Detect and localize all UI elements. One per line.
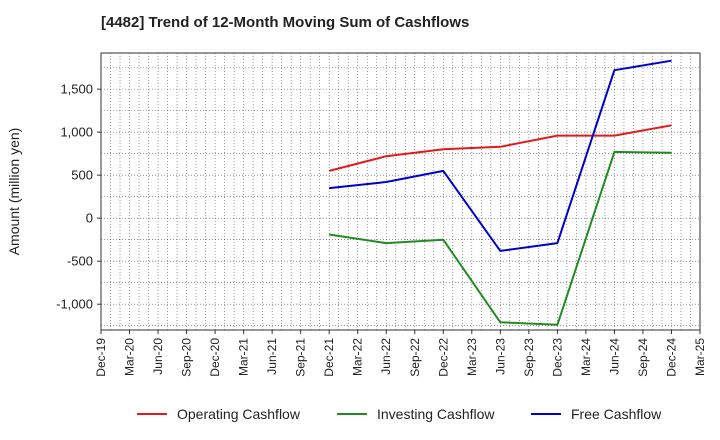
x-tick-label: Mar-25 bbox=[693, 338, 707, 376]
y-tick-label: -1,000 bbox=[56, 297, 93, 312]
x-tick-label: Jun-23 bbox=[493, 338, 507, 375]
y-axis-label: Amount (million yen) bbox=[6, 128, 22, 256]
y-tick-label: 1,000 bbox=[60, 125, 93, 140]
x-tick-label: Sep-22 bbox=[408, 338, 422, 377]
x-tick-label: Mar-24 bbox=[579, 338, 593, 376]
chart-title: [4482] Trend of 12-Month Moving Sum of C… bbox=[101, 14, 470, 31]
x-tick-label: Dec-24 bbox=[664, 338, 678, 377]
series-line-operating-cashflow bbox=[328, 124, 672, 172]
x-tick-label: Mar-23 bbox=[465, 338, 479, 376]
x-tick-label: Mar-20 bbox=[123, 338, 137, 376]
plot-frame bbox=[100, 52, 701, 331]
x-tick-label: Dec-22 bbox=[436, 338, 450, 377]
x-tick-label: Jun-20 bbox=[151, 338, 165, 375]
y-tick-label: -500 bbox=[67, 254, 93, 269]
x-tick-label: Mar-22 bbox=[351, 338, 365, 376]
y-tick-label: 1,500 bbox=[60, 82, 93, 97]
x-axis-ticks: Dec-19 Mar-20 Jun-20 Sep-20 Dec-20 Mar-21 Jun-… bbox=[94, 330, 707, 377]
x-tick-label: Jun-21 bbox=[265, 338, 279, 375]
x-tick-label: Sep-24 bbox=[636, 338, 650, 377]
legend-label: Operating Cashflow bbox=[177, 406, 301, 422]
x-tick-label: Dec-20 bbox=[208, 338, 222, 377]
y-axis-ticks: -1,000 -500 0 500 1,000 1,500 bbox=[56, 82, 101, 312]
series-line-investing-cashflow bbox=[329, 150, 672, 326]
x-tick-label: Sep-21 bbox=[294, 338, 308, 377]
legend-label: Free Cashflow bbox=[571, 406, 662, 422]
y-tick-label: 500 bbox=[71, 168, 93, 183]
x-tick-label: Sep-20 bbox=[180, 338, 194, 377]
x-tick-label: Sep-23 bbox=[522, 338, 536, 377]
x-tick-label: Jun-22 bbox=[379, 338, 393, 375]
legend: Operating Cashflow Investing Cashflow Free… bbox=[137, 406, 662, 422]
series-line-free-cashflow bbox=[329, 59, 672, 252]
x-tick-label: Dec-19 bbox=[94, 338, 108, 377]
x-tick-label: Mar-21 bbox=[237, 338, 251, 376]
x-tick-label: Dec-21 bbox=[322, 338, 336, 377]
grid-lines bbox=[101, 53, 700, 330]
series-lines bbox=[328, 59, 672, 326]
x-tick-label: Dec-23 bbox=[550, 338, 564, 377]
legend-label: Investing Cashflow bbox=[377, 406, 495, 422]
y-tick-label: 0 bbox=[86, 211, 93, 226]
x-tick-label: Jun-24 bbox=[607, 338, 621, 375]
